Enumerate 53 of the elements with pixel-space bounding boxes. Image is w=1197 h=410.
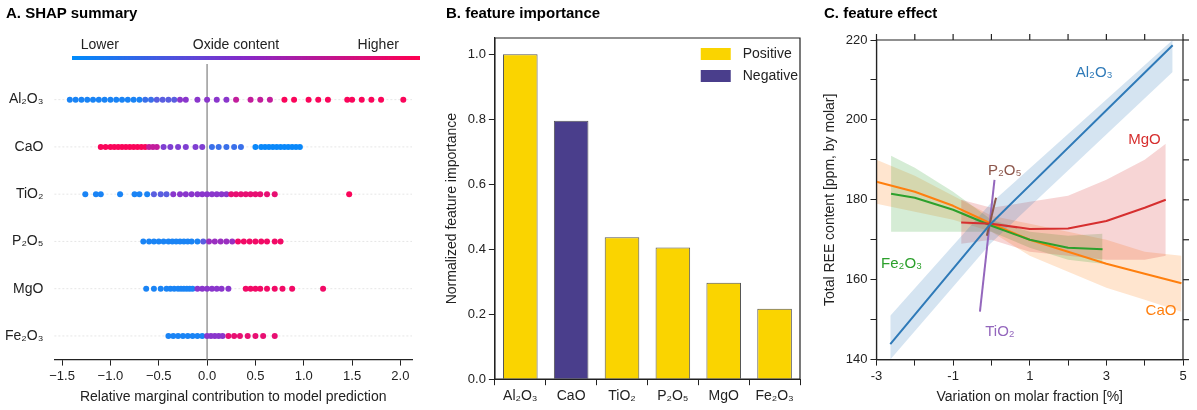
y-tick-label: 0.4 xyxy=(467,240,486,256)
y-axis-title: Total REE content [ppm, by molar] xyxy=(821,93,838,307)
color-bar-label: Lower xyxy=(80,35,120,52)
y-tick-label: 0.6 xyxy=(467,175,486,191)
x-tick-label: -1 xyxy=(947,367,959,383)
x-tick-label: 0.5 xyxy=(246,367,265,383)
x-tick-label: 1 xyxy=(1026,367,1034,383)
y-tick-label: 160 xyxy=(845,271,868,287)
y-tick-label: TiO₂ xyxy=(15,185,44,202)
color-bar-label: Higher xyxy=(357,35,400,52)
text: MgO xyxy=(1128,129,1161,147)
x-tick-label: −1.0 xyxy=(97,367,124,383)
x-tick-label: P₂O₅ xyxy=(657,387,689,404)
x-tick-label: -3 xyxy=(870,367,883,383)
x-tick-label: TiO₂ xyxy=(608,387,636,404)
y-tick-label: MgO xyxy=(13,279,44,296)
x-tick-label: 0.0 xyxy=(198,367,217,383)
y-tick-label: P₂O₅ xyxy=(12,232,44,249)
x-tick-label: CaO xyxy=(556,387,586,404)
x-tick-label: 3 xyxy=(1102,367,1110,383)
legend-label: Negative xyxy=(742,66,799,83)
y-tick-label: 220 xyxy=(845,31,868,47)
x-tick-label: 1.5 xyxy=(343,367,362,383)
series-label: CaO xyxy=(1145,301,1177,319)
x-tick-label: 1.0 xyxy=(294,367,313,383)
text: Fe₂O₃ xyxy=(881,253,923,271)
color-bar-title: Oxide content xyxy=(192,35,280,52)
series-label: P₂O₅ xyxy=(988,160,1022,178)
x-tick-label: −0.5 xyxy=(145,367,172,383)
y-tick-label: CaO xyxy=(14,137,44,154)
y-tick-label: 0.8 xyxy=(467,110,486,126)
x-tick-label: 2.0 xyxy=(391,367,410,383)
x-axis-title: Relative marginal contribution to model prediction xyxy=(79,388,387,405)
y-tick-label: Fe₂O₃ xyxy=(4,326,44,343)
x-axis-title: Variation on molar fraction [%] xyxy=(936,388,1123,405)
y-tick-label: 200 xyxy=(845,111,868,127)
y-tick-label: 180 xyxy=(845,191,868,207)
legend-label: Positive xyxy=(742,44,792,61)
chart-title: A. SHAP summary xyxy=(5,3,139,23)
chart-title: C. feature effect xyxy=(823,3,939,23)
series-label: TiO₂ xyxy=(985,321,1015,339)
chart-title: B. feature importance xyxy=(445,3,602,23)
x-tick-label: −1.5 xyxy=(49,367,75,383)
y-tick-label: 0.2 xyxy=(467,305,486,321)
x-tick-label: Fe₂O₃ xyxy=(755,387,794,404)
x-tick-label: 5 xyxy=(1179,367,1187,383)
series-label: Al₂O₃ xyxy=(1075,63,1113,81)
y-tick-label: 140 xyxy=(845,351,868,367)
x-tick-label: MgO xyxy=(708,387,739,404)
x-tick-label: Al₂O₃ xyxy=(503,387,538,404)
y-axis-title: Normalized feature importance xyxy=(443,112,460,305)
y-tick-label: 1.0 xyxy=(467,45,486,61)
y-tick-label: Al₂O₃ xyxy=(8,90,44,107)
